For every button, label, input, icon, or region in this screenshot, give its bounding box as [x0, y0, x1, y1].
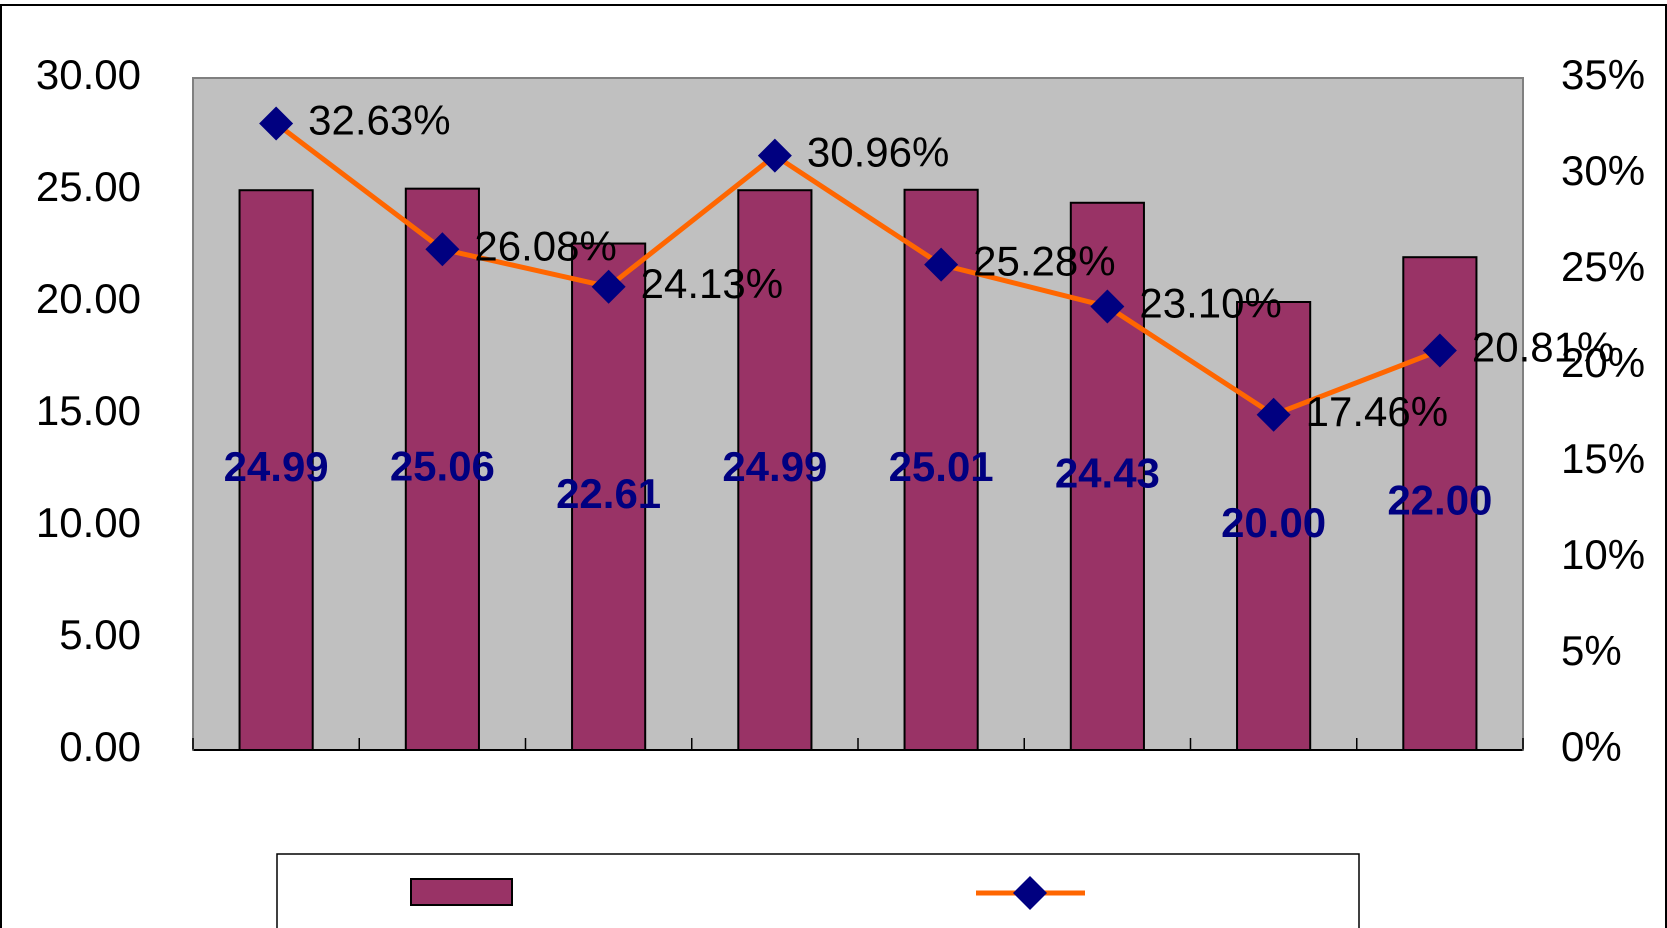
marker	[924, 247, 959, 282]
bar-value-label: 24.43	[1055, 449, 1160, 496]
line-value-label: 32.63%	[308, 97, 450, 144]
bar	[737, 189, 813, 751]
bar	[1236, 301, 1312, 751]
line-value-label: 17.46%	[1306, 388, 1448, 435]
bar-value-label: 22.61	[556, 470, 661, 517]
bar-value-label: 22.00	[1387, 477, 1492, 524]
bar-value-label: 25.01	[889, 443, 994, 490]
bar-value-label: 24.99	[224, 443, 329, 490]
y-tick-label: 10.00	[36, 499, 141, 546]
line-value-label: 24.13%	[641, 260, 783, 307]
bar	[404, 187, 480, 751]
y2-tick-label: 5%	[1561, 627, 1622, 674]
line-value-label: 26.08%	[474, 222, 616, 269]
marker	[425, 232, 460, 267]
bar-value-label: 20.00	[1221, 499, 1326, 546]
y2-tick-label: 0%	[1561, 723, 1622, 770]
y-tick-label: 5.00	[59, 611, 141, 658]
marker	[259, 106, 294, 141]
line-value-label: 30.96%	[807, 129, 949, 176]
marker	[1422, 333, 1457, 368]
line-value-label: 25.28%	[973, 238, 1115, 285]
legend-bar-swatch	[410, 878, 513, 906]
y2-tick-label: 10%	[1561, 531, 1645, 578]
marker	[1090, 289, 1125, 324]
y-tick-label: 15.00	[36, 387, 141, 434]
bar	[238, 189, 314, 751]
line	[274, 121, 1441, 418]
y2-tick-label: 25%	[1561, 243, 1645, 290]
bar	[903, 188, 979, 751]
y-tick-label: 20.00	[36, 275, 141, 322]
marker	[1256, 397, 1291, 432]
y-tick-label: 0.00	[59, 723, 141, 770]
y2-tick-label: 35%	[1561, 51, 1645, 98]
y-tick-label: 30.00	[36, 51, 141, 98]
bar-value-label: 25.06	[390, 442, 495, 489]
bar	[571, 242, 647, 751]
marker	[591, 269, 626, 304]
legend-marker	[1013, 876, 1047, 910]
y2-tick-label: 15%	[1561, 435, 1645, 482]
line-value-label: 20.81%	[1472, 324, 1614, 371]
bar-value-label: 24.99	[722, 443, 827, 490]
y2-tick-label: 20%	[1561, 339, 1645, 386]
y2-tick-label: 30%	[1561, 147, 1645, 194]
marker	[757, 138, 792, 173]
line-value-label: 23.10%	[1139, 280, 1281, 327]
y-tick-label: 25.00	[36, 163, 141, 210]
